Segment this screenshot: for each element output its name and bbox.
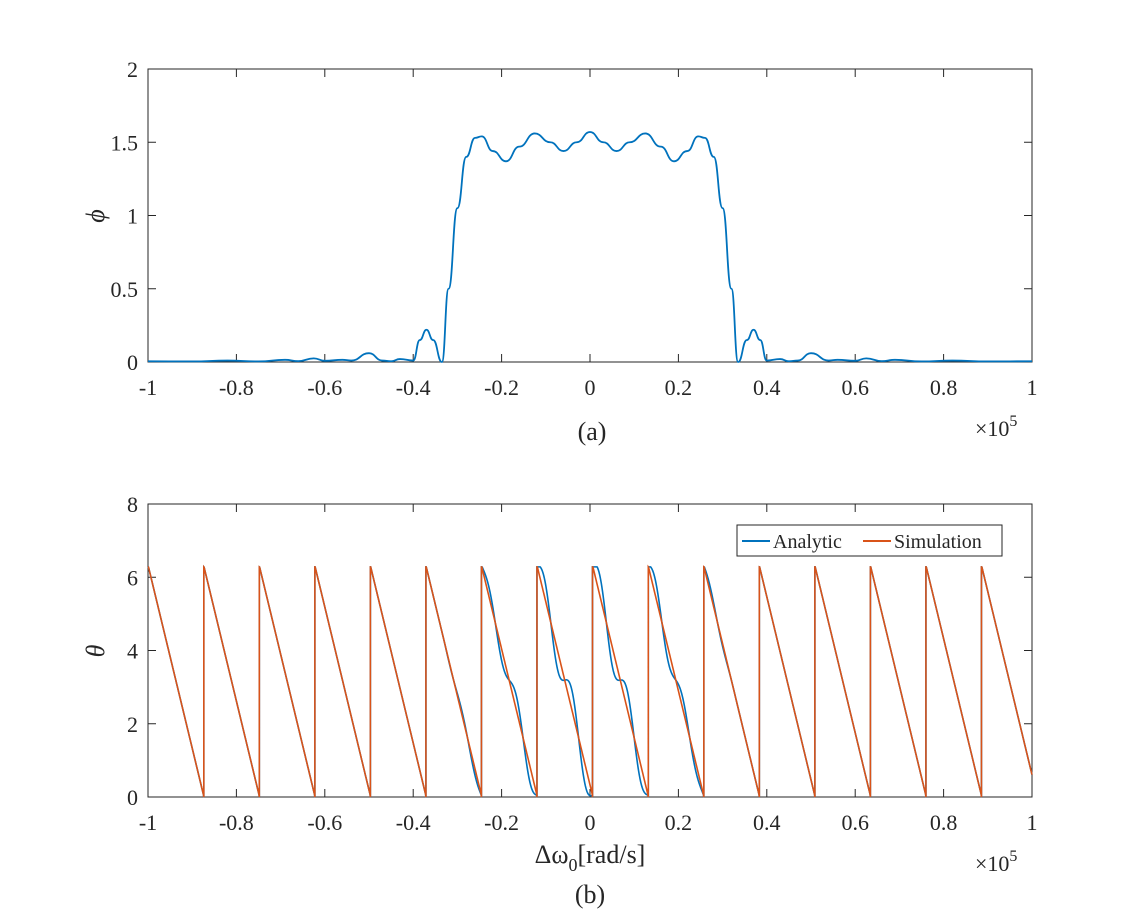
- panel-a-label: (a): [578, 417, 607, 446]
- panel-b-ticks: -1 -0.8 -0.6 -0.4 -0.2 0 0.2 0.4 0.6 0.8 1 0 2 4 6 8: [127, 492, 1038, 835]
- panel-a-x-tick-label: 0: [585, 375, 596, 400]
- panel-b-y-tick-label: 8: [127, 492, 138, 517]
- panel-a-y-tick-label: 1: [127, 204, 138, 229]
- panel-b-x-tick-label: 1: [1027, 810, 1038, 835]
- panel-a-y-tick-label: 0: [127, 350, 138, 375]
- panel-a-y-tick-label: 1.5: [111, 130, 139, 155]
- panel-b-x-tick-label: 0.8: [930, 810, 958, 835]
- panel-b-x-tick-label: -0.4: [396, 810, 431, 835]
- panel-b-y-tick-label: 4: [127, 639, 138, 664]
- panel-a-x-exponent: ×105: [975, 413, 1017, 441]
- panel-b-xlabel: Δω0[rad/s]: [535, 840, 646, 875]
- panel-a-y-tick-label: 0.5: [111, 277, 139, 302]
- panel-b-x-tick-label: -0.8: [219, 810, 254, 835]
- panel-a-x-tick-label: 0.4: [753, 375, 781, 400]
- legend-label-simulation: Simulation: [894, 531, 982, 553]
- panel-a-x-tick-label: -0.4: [396, 375, 431, 400]
- panel-a-axes-box: [147, 68, 1033, 363]
- panel-a-series: [147, 131, 1033, 363]
- panel-b-x-tick-label: 0.2: [665, 810, 693, 835]
- panel-b-x-tick-label: -0.2: [484, 810, 519, 835]
- panel-b-label: (b): [575, 880, 605, 909]
- panel-b-y-tick-label: 6: [127, 565, 138, 590]
- panel-a-x-tick-label: 0.2: [665, 375, 693, 400]
- panel-b-x-tick-label: 0.6: [841, 810, 869, 835]
- panel-a: -1 -0.8 -0.6 -0.4 -0.2 0 0.2 0.4 0.6 0.8 1 0 0.5 1 1.5…: [81, 57, 1038, 446]
- legend: Analytic Simulation: [736, 524, 1003, 557]
- panel-b-x-tick-label: 0: [585, 810, 596, 835]
- panel-b-ylabel: θ: [81, 644, 110, 657]
- panel-a-x-tick-label: -0.2: [484, 375, 519, 400]
- panel-a-x-tick-label: -1: [139, 375, 157, 400]
- series-phi-line: [147, 131, 1033, 363]
- legend-label-analytic: Analytic: [773, 531, 842, 553]
- panel-a-ticks: -1 -0.8 -0.6 -0.4 -0.2 0 0.2 0.4 0.6 0.8 1 0 0.5 1 1.5…: [111, 57, 1038, 400]
- panel-a-x-tick-label: 0.8: [930, 375, 958, 400]
- series-simulation-line: [147, 564, 1033, 798]
- panel-a-x-tick-label: -0.8: [219, 375, 254, 400]
- panel-b-x-tick-label: 0.4: [753, 810, 781, 835]
- panel-b-series: [147, 564, 1033, 798]
- panel-b-x-exponent: ×105: [975, 848, 1017, 876]
- panel-b-x-tick-label: -0.6: [307, 810, 342, 835]
- panel-a-y-tick-label: 2: [127, 57, 138, 82]
- panel-a-ylabel: ϕ: [81, 209, 110, 222]
- panel-a-x-tick-label: -0.6: [307, 375, 342, 400]
- panel-b-x-tick-label: -1: [139, 810, 157, 835]
- panel-b-y-tick-label: 2: [127, 712, 138, 737]
- panel-b-y-tick-label: 0: [127, 785, 138, 810]
- panel-a-x-tick-label: 1: [1027, 375, 1038, 400]
- panel-a-x-tick-label: 0.6: [841, 375, 869, 400]
